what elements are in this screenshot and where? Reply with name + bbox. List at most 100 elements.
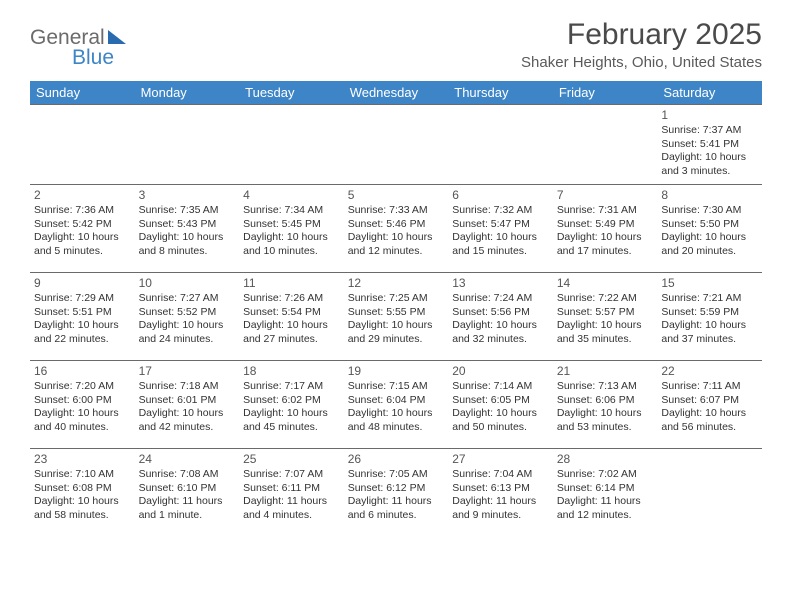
daylight-label: and 5 minutes. [34,245,131,258]
daylight-label: Daylight: 10 hours [661,407,758,420]
day-cell: 8Sunrise: 7:30 AMSunset: 5:50 PMDaylight… [657,185,762,273]
sunrise-label: Sunrise: 7:15 AM [348,380,445,393]
day-number: 23 [34,452,131,467]
sunset-label: Sunset: 5:57 PM [557,306,654,319]
daylight-label: and 10 minutes. [243,245,340,258]
col-wednesday: Wednesday [344,81,449,105]
sunrise-label: Sunrise: 7:14 AM [452,380,549,393]
daylight-label: and 45 minutes. [243,421,340,434]
sunset-label: Sunset: 5:47 PM [452,218,549,231]
day-number: 21 [557,364,654,379]
logo-triangle-icon [108,30,126,44]
daylight-label: Daylight: 11 hours [243,495,340,508]
sunrise-label: Sunrise: 7:17 AM [243,380,340,393]
day-cell [135,105,240,185]
day-number: 10 [139,276,236,291]
table-row: 1Sunrise: 7:37 AMSunset: 5:41 PMDaylight… [30,105,762,185]
daylight-label: and 12 minutes. [557,509,654,522]
sunrise-label: Sunrise: 7:13 AM [557,380,654,393]
sunrise-label: Sunrise: 7:10 AM [34,468,131,481]
logo-text-2: Blue [72,46,114,68]
daylight-label: Daylight: 10 hours [452,319,549,332]
table-row: 16Sunrise: 7:20 AMSunset: 6:00 PMDayligh… [30,361,762,449]
col-sunday: Sunday [30,81,135,105]
header-row: Sunday Monday Tuesday Wednesday Thursday… [30,81,762,105]
daylight-label: and 3 minutes. [661,165,758,178]
day-cell [30,105,135,185]
sunset-label: Sunset: 5:42 PM [34,218,131,231]
day-cell: 7Sunrise: 7:31 AMSunset: 5:49 PMDaylight… [553,185,658,273]
sunrise-label: Sunrise: 7:32 AM [452,204,549,217]
daylight-label: Daylight: 11 hours [348,495,445,508]
daylight-label: Daylight: 10 hours [243,231,340,244]
page-title: February 2025 [521,18,762,52]
day-cell: 19Sunrise: 7:15 AMSunset: 6:04 PMDayligh… [344,361,449,449]
day-cell: 11Sunrise: 7:26 AMSunset: 5:54 PMDayligh… [239,273,344,361]
day-cell: 28Sunrise: 7:02 AMSunset: 6:14 PMDayligh… [553,449,658,537]
sunset-label: Sunset: 6:04 PM [348,394,445,407]
sunrise-label: Sunrise: 7:33 AM [348,204,445,217]
col-saturday: Saturday [657,81,762,105]
sunset-label: Sunset: 5:52 PM [139,306,236,319]
day-cell: 6Sunrise: 7:32 AMSunset: 5:47 PMDaylight… [448,185,553,273]
sunset-label: Sunset: 6:06 PM [557,394,654,407]
daylight-label: and 32 minutes. [452,333,549,346]
day-number: 13 [452,276,549,291]
sunset-label: Sunset: 6:13 PM [452,482,549,495]
day-number: 19 [348,364,445,379]
sunrise-label: Sunrise: 7:34 AM [243,204,340,217]
daylight-label: and 56 minutes. [661,421,758,434]
sunset-label: Sunset: 6:14 PM [557,482,654,495]
sunset-label: Sunset: 5:59 PM [661,306,758,319]
daylight-label: Daylight: 11 hours [139,495,236,508]
day-number: 3 [139,188,236,203]
logo-icon: General Blue [30,24,140,68]
day-cell: 14Sunrise: 7:22 AMSunset: 5:57 PMDayligh… [553,273,658,361]
daylight-label: and 50 minutes. [452,421,549,434]
day-cell: 20Sunrise: 7:14 AMSunset: 6:05 PMDayligh… [448,361,553,449]
day-number: 14 [557,276,654,291]
sunrise-label: Sunrise: 7:22 AM [557,292,654,305]
day-cell: 24Sunrise: 7:08 AMSunset: 6:10 PMDayligh… [135,449,240,537]
day-cell: 25Sunrise: 7:07 AMSunset: 6:11 PMDayligh… [239,449,344,537]
day-cell: 3Sunrise: 7:35 AMSunset: 5:43 PMDaylight… [135,185,240,273]
daylight-label: and 35 minutes. [557,333,654,346]
sunrise-label: Sunrise: 7:04 AM [452,468,549,481]
sunrise-label: Sunrise: 7:18 AM [139,380,236,393]
table-row: 2Sunrise: 7:36 AMSunset: 5:42 PMDaylight… [30,185,762,273]
sunset-label: Sunset: 6:05 PM [452,394,549,407]
sunrise-label: Sunrise: 7:37 AM [661,124,758,137]
daylight-label: and 9 minutes. [452,509,549,522]
day-cell: 9Sunrise: 7:29 AMSunset: 5:51 PMDaylight… [30,273,135,361]
col-friday: Friday [553,81,658,105]
daylight-label: Daylight: 11 hours [452,495,549,508]
daylight-label: Daylight: 10 hours [34,319,131,332]
daylight-label: Daylight: 10 hours [557,319,654,332]
daylight-label: and 42 minutes. [139,421,236,434]
day-cell: 13Sunrise: 7:24 AMSunset: 5:56 PMDayligh… [448,273,553,361]
daylight-label: and 15 minutes. [452,245,549,258]
sunrise-label: Sunrise: 7:27 AM [139,292,236,305]
sunset-label: Sunset: 5:43 PM [139,218,236,231]
sunrise-label: Sunrise: 7:11 AM [661,380,758,393]
day-cell: 4Sunrise: 7:34 AMSunset: 5:45 PMDaylight… [239,185,344,273]
day-cell [657,449,762,537]
day-number: 7 [557,188,654,203]
day-number: 22 [661,364,758,379]
sunset-label: Sunset: 5:50 PM [661,218,758,231]
daylight-label: Daylight: 10 hours [139,319,236,332]
day-number: 1 [661,108,758,123]
day-number: 9 [34,276,131,291]
sunset-label: Sunset: 5:56 PM [452,306,549,319]
day-cell [239,105,344,185]
table-row: 9Sunrise: 7:29 AMSunset: 5:51 PMDaylight… [30,273,762,361]
day-number: 15 [661,276,758,291]
day-cell: 22Sunrise: 7:11 AMSunset: 6:07 PMDayligh… [657,361,762,449]
sunrise-label: Sunrise: 7:31 AM [557,204,654,217]
col-tuesday: Tuesday [239,81,344,105]
daylight-label: Daylight: 10 hours [34,495,131,508]
sunrise-label: Sunrise: 7:07 AM [243,468,340,481]
sunset-label: Sunset: 6:11 PM [243,482,340,495]
sunrise-label: Sunrise: 7:30 AM [661,204,758,217]
day-number: 12 [348,276,445,291]
